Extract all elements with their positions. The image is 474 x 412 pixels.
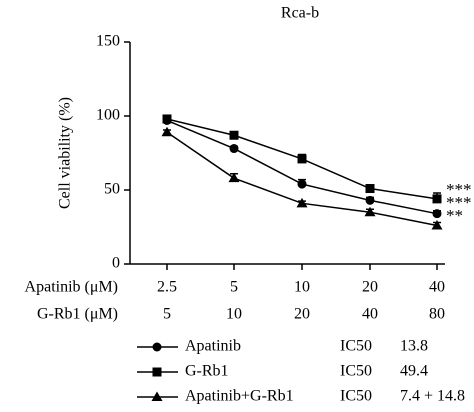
row-label: Apatinib (μM) [25, 279, 118, 296]
y-axis-label: Cell viability (%) [57, 97, 74, 209]
x-tick-label: 20 [362, 279, 378, 296]
data-point [432, 194, 442, 204]
legend-marker [151, 391, 163, 401]
legend-label: Apatinib+G-Rb1 [185, 388, 294, 405]
data-point [365, 184, 375, 194]
ic50-value: 49.4 [400, 363, 428, 380]
x-tick-label: 2.5 [157, 279, 177, 296]
significance: *** [446, 193, 472, 212]
x-tick-label: 20 [294, 306, 310, 323]
ic50-value: 13.8 [400, 338, 428, 355]
ic50-label: IC50 [340, 338, 372, 355]
legend-marker [152, 367, 162, 377]
data-point [162, 114, 172, 124]
legend-label: Apatinib [185, 338, 241, 355]
legend-label: G-Rb1 [185, 363, 229, 380]
x-tick-label: 80 [429, 306, 445, 323]
y-tick-label: 0 [112, 255, 120, 272]
data-point [297, 179, 307, 189]
data-point [161, 126, 173, 137]
x-tick-label: 10 [294, 279, 310, 296]
ic50-value: 7.4 + 14.8 [400, 388, 465, 405]
chart-title: Rca-b [281, 5, 319, 22]
data-point [432, 209, 442, 219]
x-tick-label: 5 [230, 279, 238, 296]
data-point [296, 197, 308, 208]
row-label: G-Rb1 (μM) [37, 306, 118, 323]
ic50-label: IC50 [340, 388, 372, 405]
x-tick-label: 40 [362, 306, 378, 323]
significance: ** [446, 206, 463, 225]
data-point [297, 154, 307, 164]
y-tick-label: 50 [104, 181, 120, 198]
data-point [431, 220, 443, 230]
y-tick-label: 150 [96, 33, 120, 50]
x-tick-label: 10 [226, 306, 242, 323]
data-point [365, 195, 375, 205]
data-point [229, 144, 239, 154]
data-point [364, 206, 376, 217]
y-tick-label: 100 [96, 107, 120, 124]
ic50-label: IC50 [340, 363, 372, 380]
data-point [229, 130, 239, 140]
data-point [228, 172, 240, 183]
x-tick-label: 40 [429, 279, 445, 296]
legend-marker [152, 342, 162, 352]
x-tick-label: 5 [163, 306, 171, 323]
significance: *** [446, 180, 472, 199]
